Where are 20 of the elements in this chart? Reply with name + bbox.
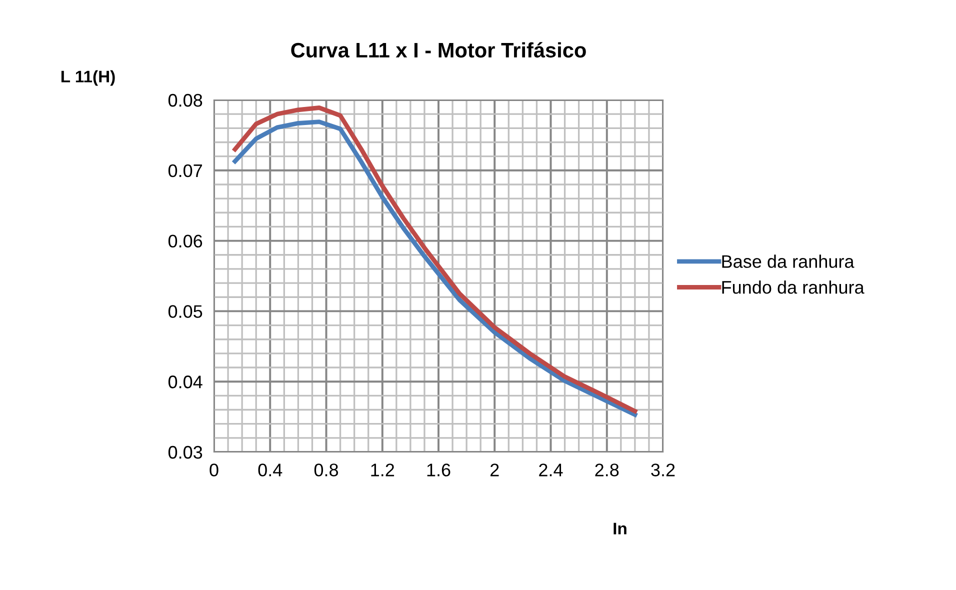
x-axis-title: In [614,522,626,534]
x-tick-label: 1.2 [371,464,394,476]
y-axis-title: L 11(H) [61,70,115,86]
x-tick-label: 1.6 [427,464,450,476]
y-tick-label: 0.05 [168,305,202,318]
y-tick-label: 0.08 [168,94,202,107]
x-tick-label: 0 [210,464,218,476]
y-tick-label: 0.04 [168,376,202,388]
x-tick-label: 0.8 [314,464,338,476]
legend-label: Base da ranhura [722,254,854,268]
chart-title: Curva L11 x I - Motor Trifásico [291,42,586,58]
x-tick-label: 3.2 [651,464,675,476]
y-tick-label: 0.07 [168,164,202,178]
legend-label: Fundo da ranhura [722,280,864,294]
x-tick-label: 0.4 [258,464,282,476]
x-tick-label: 2.8 [595,464,619,476]
x-tick-label: 2.4 [539,464,563,476]
y-tick-label: 0.06 [168,234,202,248]
x-tick-label: 2 [490,464,499,476]
y-tick-label: 0.03 [168,446,202,459]
